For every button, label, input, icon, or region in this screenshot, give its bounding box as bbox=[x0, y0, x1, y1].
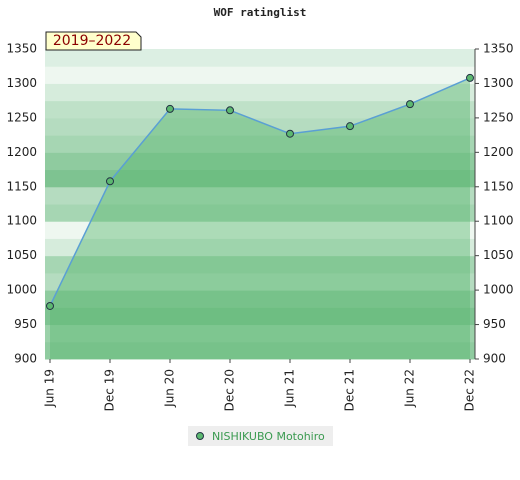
y2-tick-label: 1150 bbox=[483, 179, 514, 193]
marker bbox=[46, 301, 54, 310]
background-band bbox=[45, 152, 475, 171]
background-band bbox=[45, 221, 475, 239]
y-tick-label: 1300 bbox=[6, 76, 37, 90]
y2-tick-label: 900 bbox=[483, 352, 506, 366]
y-tick-label: 1150 bbox=[6, 179, 37, 193]
y2-tick-label: 1350 bbox=[483, 42, 514, 56]
y-tick-label: 1100 bbox=[6, 214, 37, 228]
y2-tick-label: 1200 bbox=[483, 145, 514, 159]
background-band bbox=[45, 272, 475, 291]
y2-tick-label: 950 bbox=[483, 317, 506, 331]
marker bbox=[106, 177, 114, 186]
y2-tick-label: 1250 bbox=[483, 110, 514, 124]
marker bbox=[166, 104, 174, 113]
background-band bbox=[45, 238, 475, 257]
y-tick-label: 1000 bbox=[6, 283, 37, 297]
y-tick-label: 1350 bbox=[6, 42, 37, 56]
background-band bbox=[45, 186, 475, 205]
marker bbox=[286, 129, 294, 138]
legend-marker bbox=[196, 432, 204, 440]
background-band bbox=[45, 307, 475, 326]
x-tick-label: Jun 20 bbox=[163, 369, 177, 408]
x-tick-label: Dec 21 bbox=[343, 369, 357, 411]
background-band bbox=[45, 49, 475, 67]
x-tick-label: Dec 22 bbox=[463, 369, 477, 411]
y2-tick-label: 1100 bbox=[483, 214, 514, 228]
x-tick-label: Jun 22 bbox=[403, 369, 417, 408]
background-band bbox=[45, 204, 475, 222]
y2-tick-label: 1050 bbox=[483, 248, 514, 262]
legend-label: NISHIKUBO Motohiro bbox=[212, 430, 325, 443]
y-tick-label: 950 bbox=[14, 317, 37, 331]
background-band bbox=[45, 66, 475, 84]
x-tick-label: Dec 20 bbox=[223, 369, 237, 411]
annotation: 2019–2022 bbox=[53, 33, 131, 49]
background-band bbox=[45, 290, 475, 308]
y-tick-label: 1250 bbox=[6, 110, 37, 124]
background-band bbox=[45, 341, 475, 360]
y-tick-label: 900 bbox=[14, 352, 37, 366]
area bbox=[50, 77, 470, 359]
background-band bbox=[45, 83, 475, 102]
background-band bbox=[45, 169, 475, 188]
background-band bbox=[45, 135, 475, 153]
annotation-box bbox=[45, 31, 142, 51]
y-tick-label: 1050 bbox=[6, 248, 37, 262]
marker bbox=[346, 122, 354, 131]
marker bbox=[466, 73, 474, 82]
x-tick-label: Jun 21 bbox=[283, 369, 297, 408]
line bbox=[49, 77, 471, 307]
background-band bbox=[45, 324, 475, 343]
y-tick-label: 1200 bbox=[6, 145, 37, 159]
marker bbox=[226, 106, 234, 115]
background-band bbox=[45, 255, 475, 274]
background-band bbox=[45, 100, 475, 119]
y2-tick-label: 1000 bbox=[483, 283, 514, 297]
chart-title: WOF ratinglist bbox=[214, 6, 307, 19]
marker bbox=[406, 100, 414, 109]
x-tick-label: Dec 19 bbox=[103, 369, 117, 411]
legend-box bbox=[188, 426, 333, 446]
x-tick-label: Jun 19 bbox=[43, 369, 57, 408]
y2-tick-label: 1300 bbox=[483, 76, 514, 90]
